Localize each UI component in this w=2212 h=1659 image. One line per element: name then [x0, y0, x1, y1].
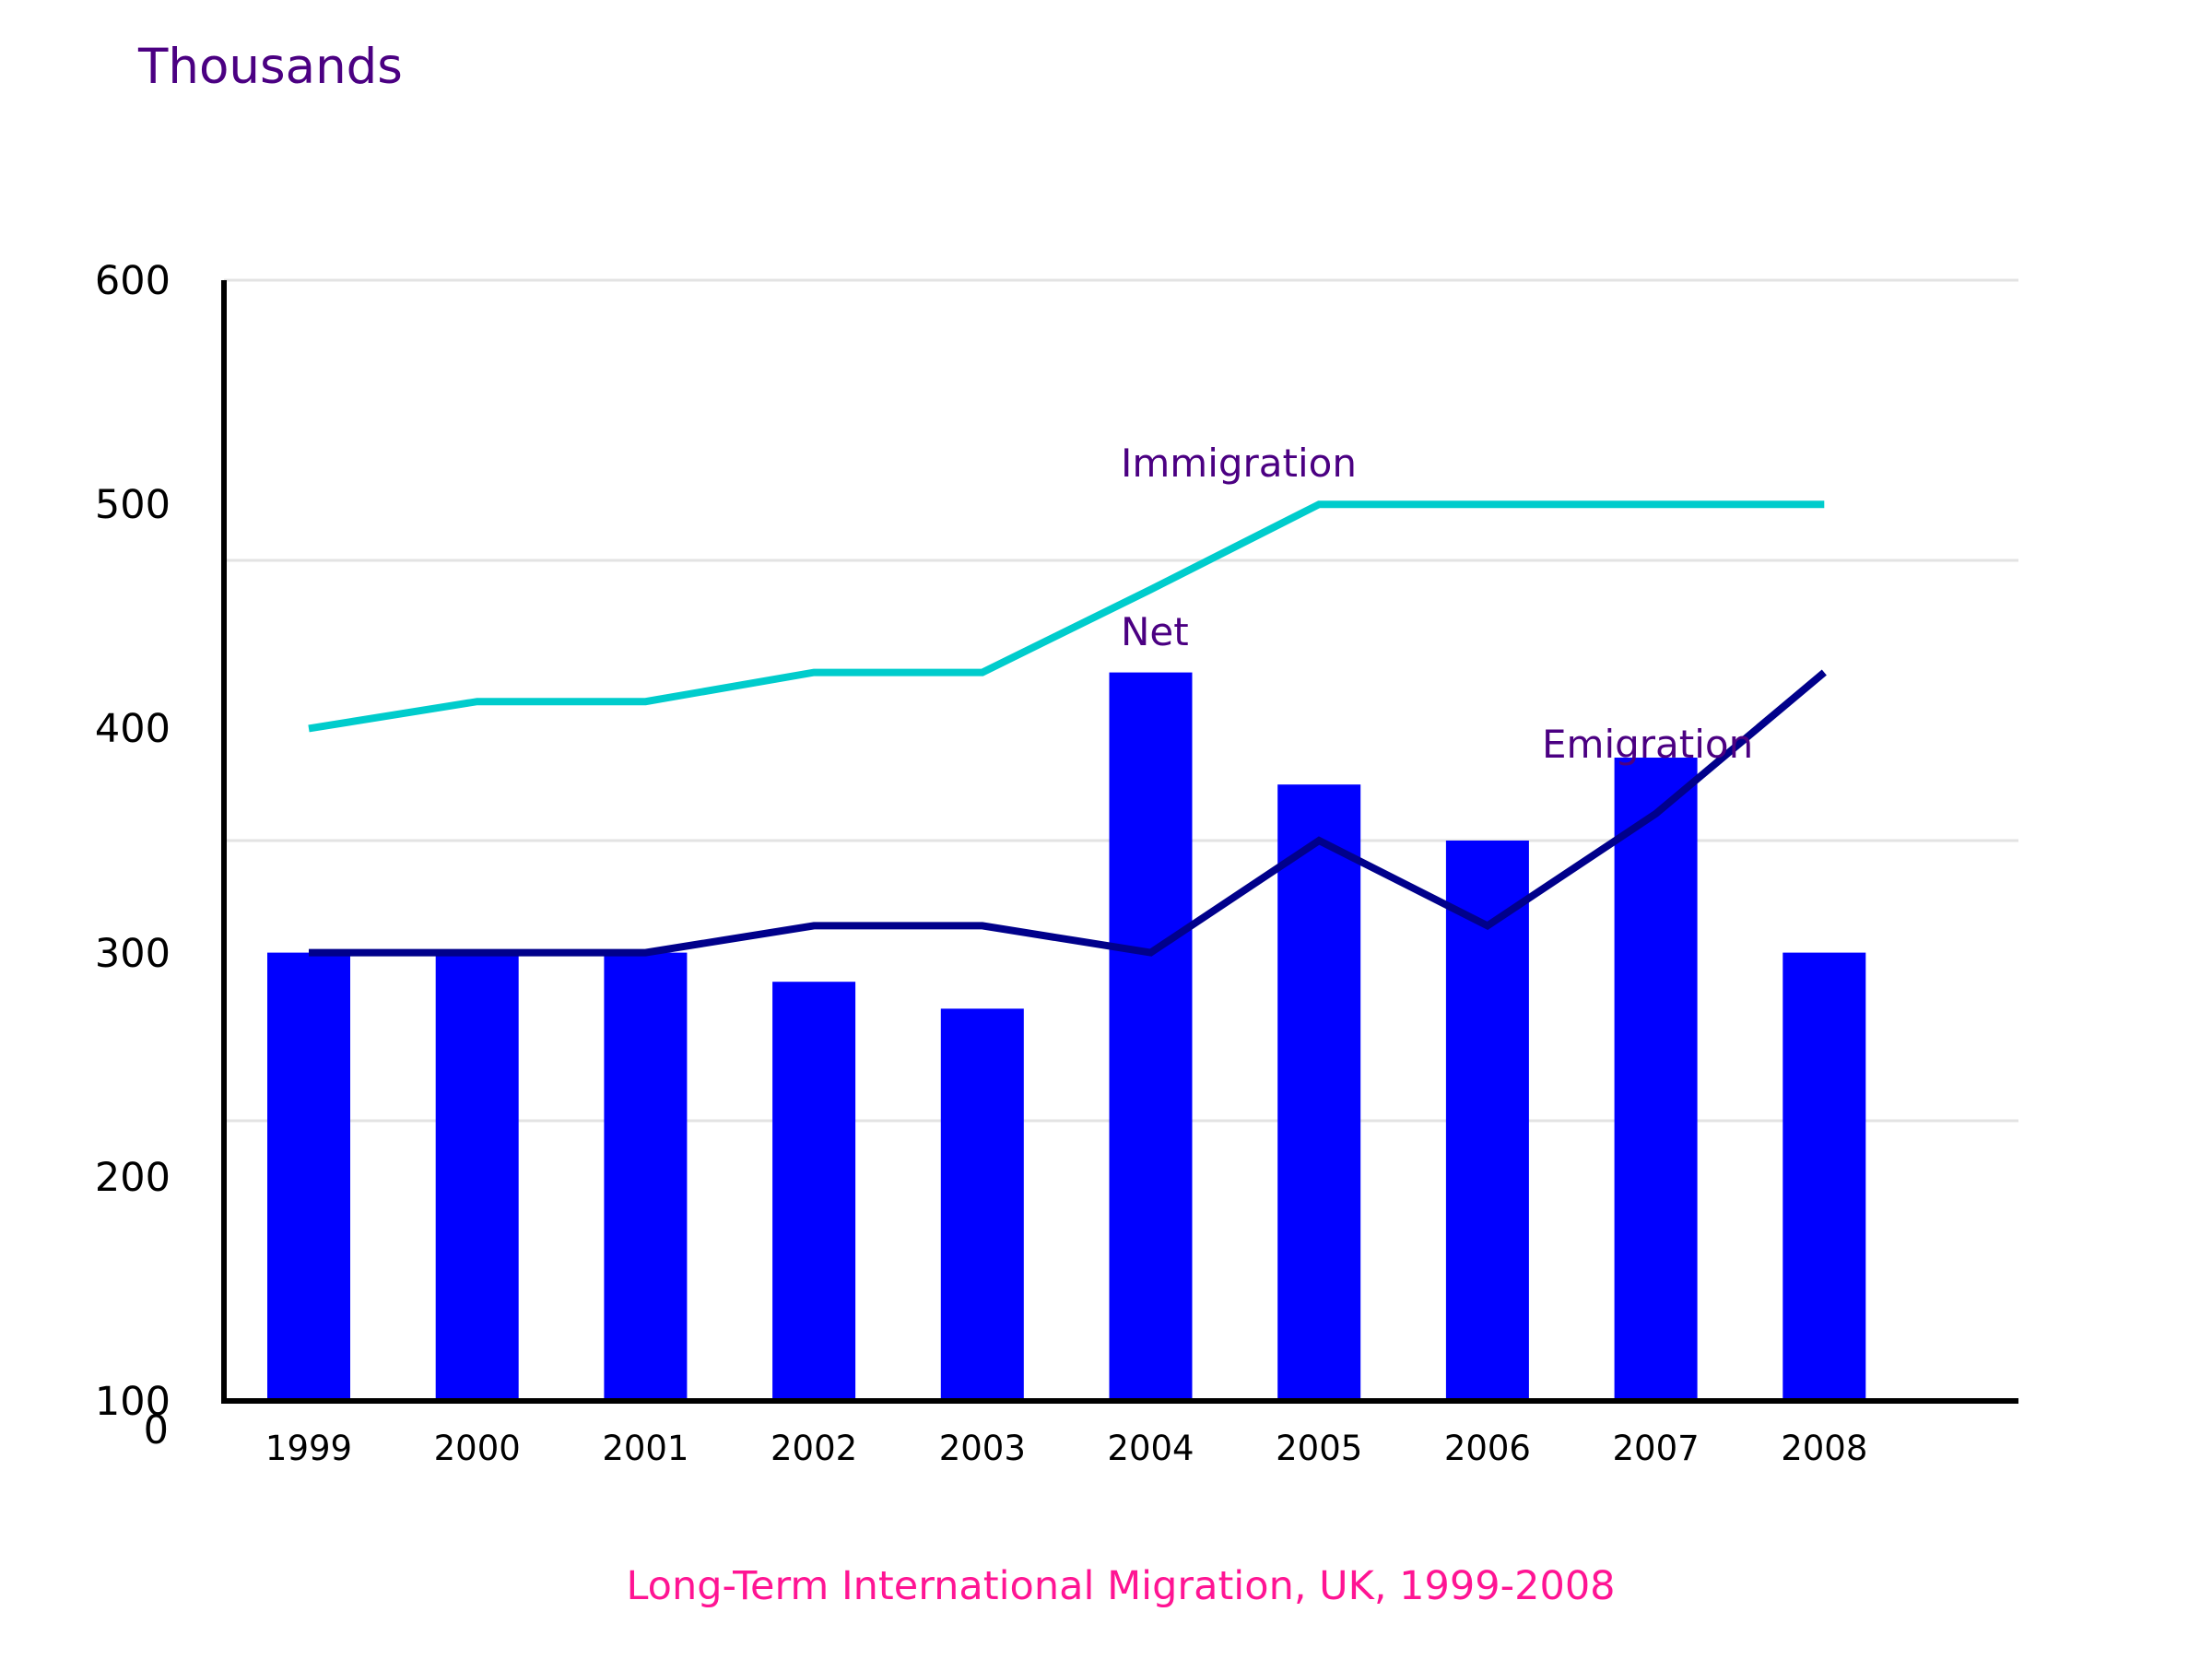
x-tick-label: 1999 [265, 1429, 352, 1468]
x-tick-label: 2006 [1444, 1429, 1531, 1468]
net-bar [1109, 672, 1193, 1401]
x-tick-label: 2004 [1107, 1429, 1194, 1468]
y-tick-label: 100 [95, 1379, 171, 1425]
x-axis-ticks: 1999 2000 2001 2002 2003 2004 2005 2006 2007 2008 [265, 1429, 1867, 1468]
x-tick-label: 2003 [939, 1429, 1026, 1468]
x-tick-label: 2000 [434, 1429, 521, 1468]
emigration-series-label: Emigration [1542, 722, 1753, 767]
x-tick-label: 2007 [1613, 1429, 1700, 1468]
chart-caption: Long-Term International Migration, UK, 1… [626, 1563, 1615, 1609]
net-bar [604, 952, 688, 1401]
x-tick-label: 2005 [1276, 1429, 1362, 1468]
net-bar [940, 1008, 1024, 1401]
y-tick-label: 300 [95, 931, 171, 977]
y-tick-label: 400 [95, 706, 171, 752]
y-tick-label: 0 [144, 1407, 169, 1453]
net-bar [1445, 841, 1529, 1401]
y-tick-label: 200 [95, 1155, 171, 1201]
net-bar [267, 952, 350, 1401]
net-bar [1277, 784, 1361, 1401]
net-bar [1614, 758, 1698, 1401]
x-tick-label: 2002 [771, 1429, 857, 1468]
net-bars [267, 672, 1866, 1401]
series-lines [308, 500, 1827, 957]
emigration-line [309, 669, 1827, 957]
net-series-label: Net [1121, 609, 1189, 654]
unit-label: Thousands [137, 39, 403, 95]
x-tick-label: 2001 [602, 1429, 688, 1468]
immigration-line [308, 500, 1825, 733]
net-bar [1783, 952, 1866, 1401]
y-tick-label: 500 [95, 482, 171, 528]
axes [221, 280, 2018, 1404]
x-tick-label: 2008 [1781, 1429, 1867, 1468]
net-bar [435, 952, 519, 1401]
net-bar [772, 982, 856, 1401]
y-tick-label: 600 [95, 258, 171, 304]
immigration-series-label: Immigration [1121, 441, 1357, 486]
